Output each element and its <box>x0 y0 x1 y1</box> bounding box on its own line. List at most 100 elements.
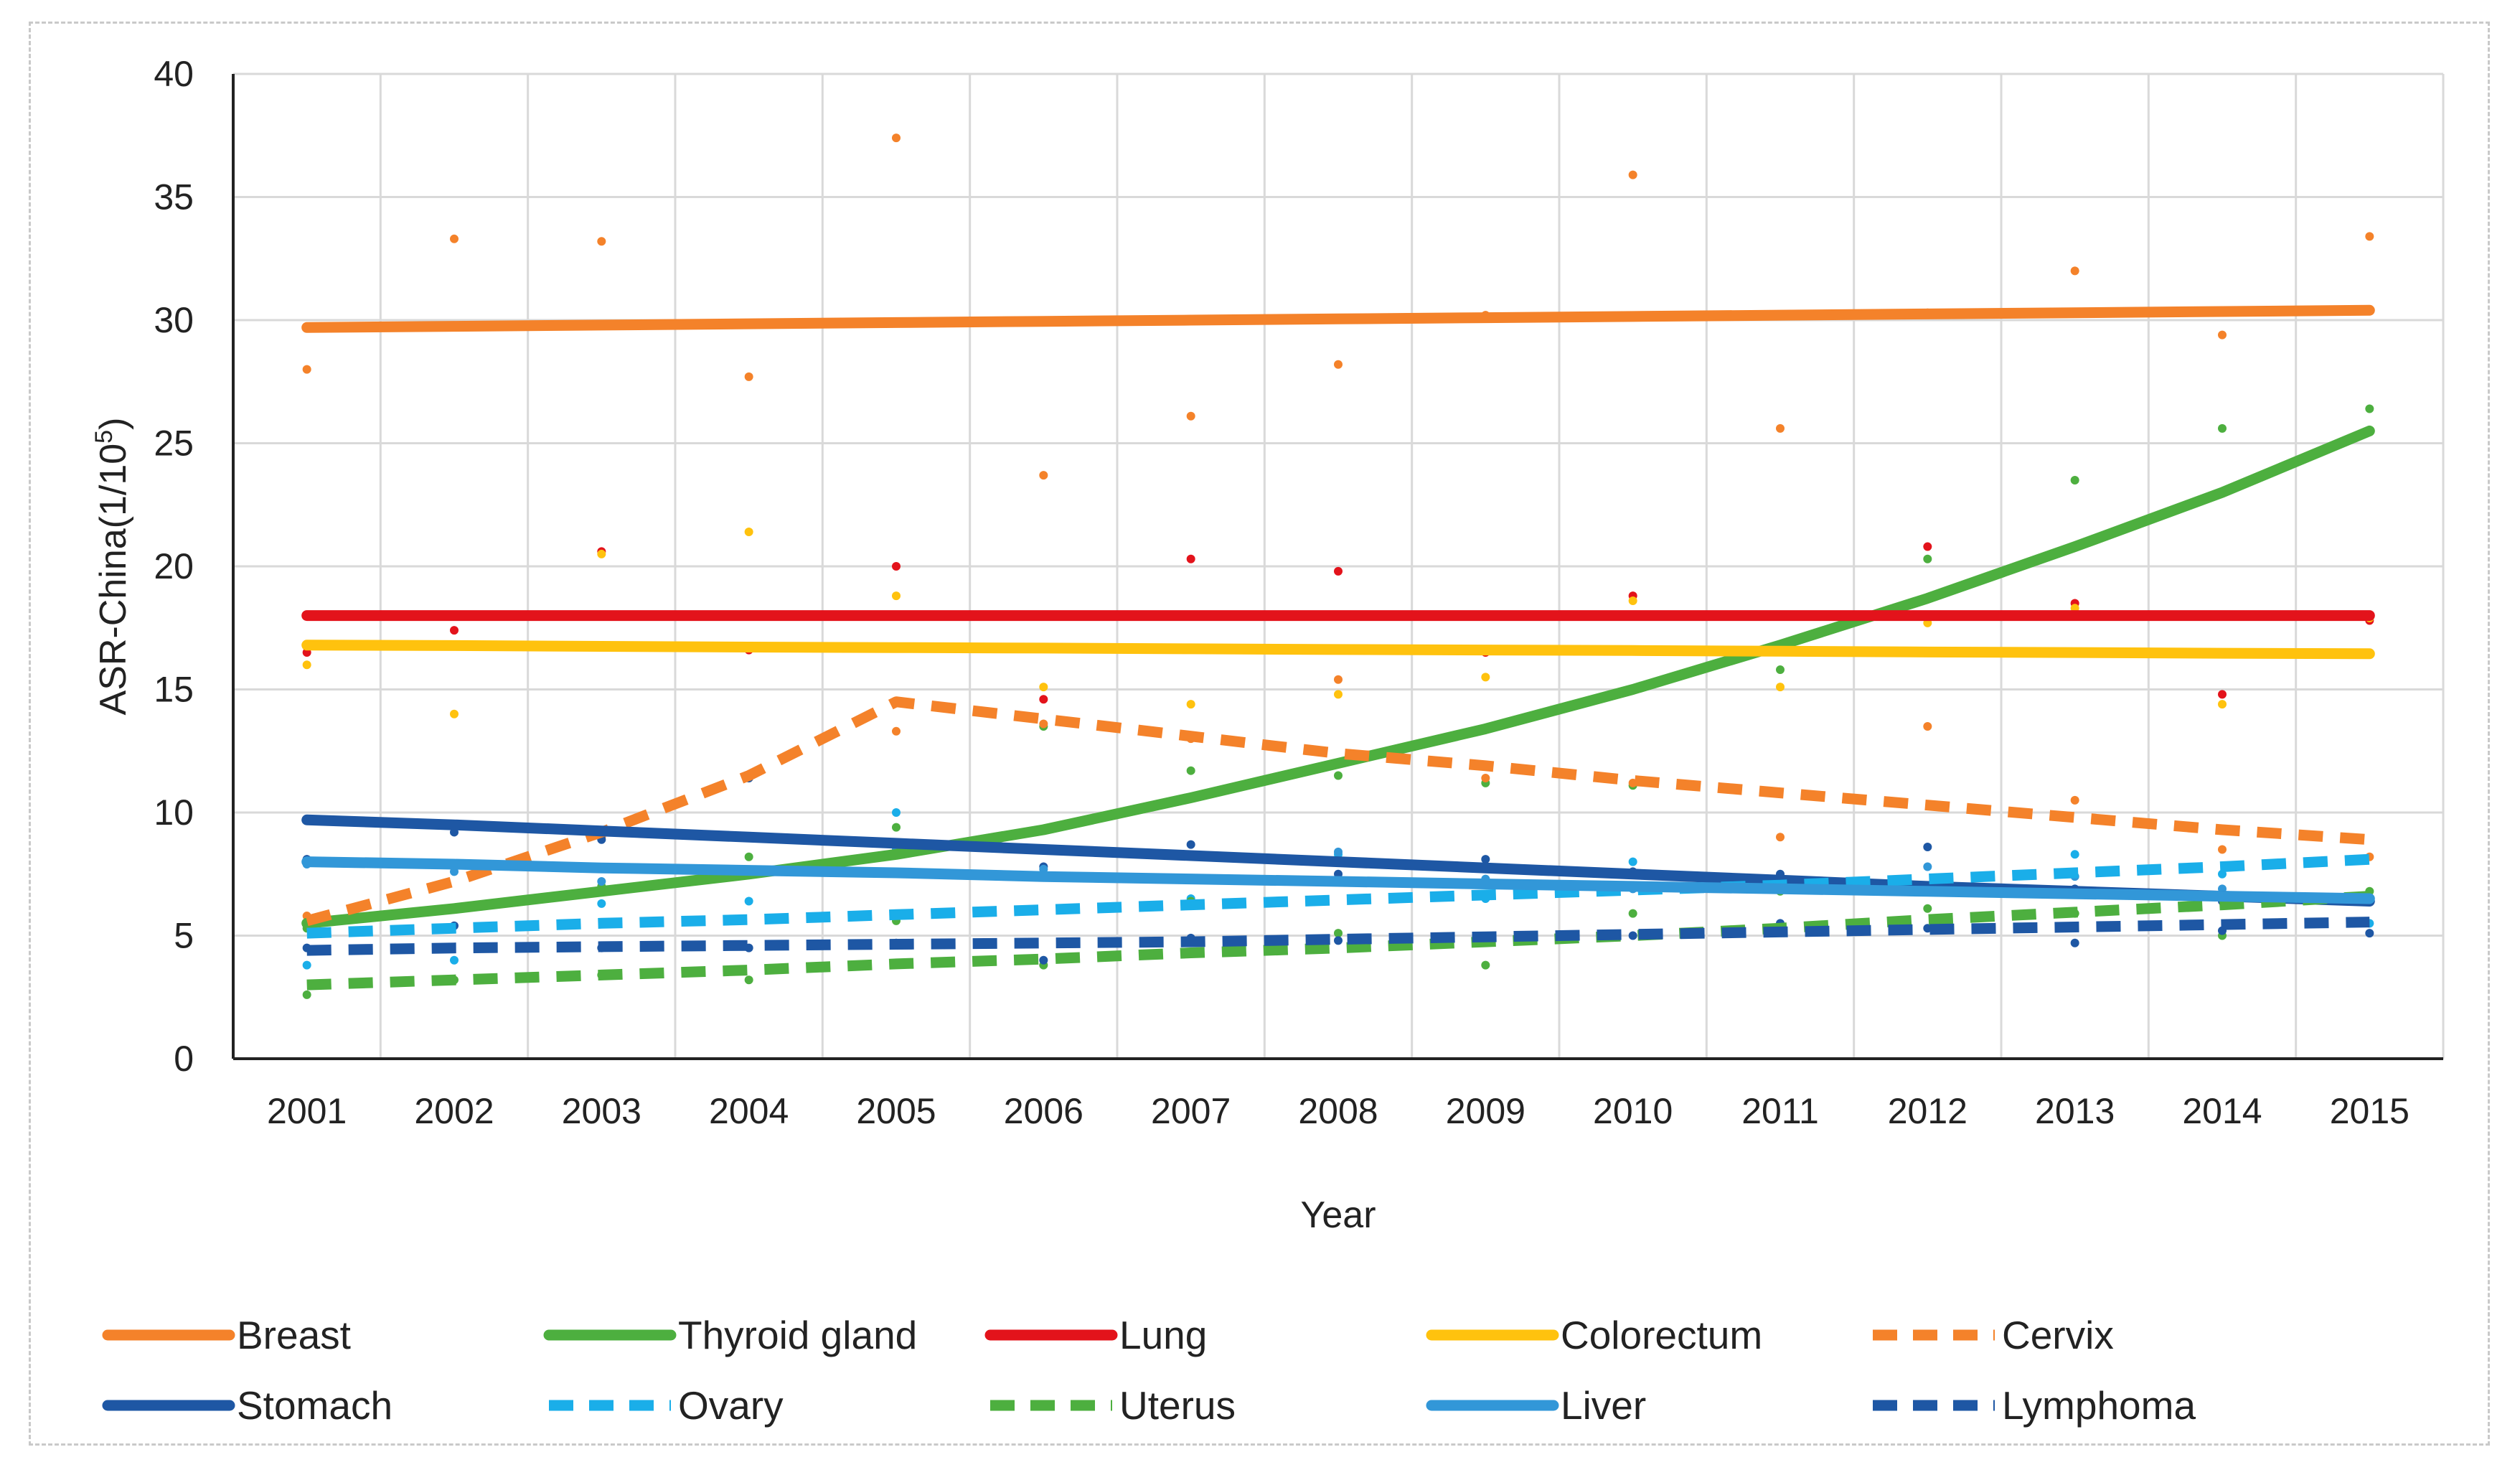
data-point-uterus <box>1334 929 1343 938</box>
y-tick-label: 20 <box>154 546 194 586</box>
data-point-ovary <box>892 808 901 817</box>
data-point-colorectum <box>1039 683 1048 692</box>
data-point-thyroid-gland <box>1186 766 1195 775</box>
y-tick-label: 15 <box>154 670 194 710</box>
y-tick-labels: 0 5 10 15 20 25 30 35 40 <box>154 54 194 1079</box>
data-point-lung <box>2218 690 2227 699</box>
data-point-thyroid-gland <box>1334 771 1343 780</box>
data-point-ovary <box>597 899 606 908</box>
x-tick-label: 2009 <box>1446 1091 1525 1131</box>
x-tick-label: 2003 <box>562 1091 641 1131</box>
data-point-breast <box>892 134 901 143</box>
data-point-lymphoma <box>1334 936 1343 945</box>
data-point-breast <box>597 237 606 246</box>
data-point-colorectum <box>892 591 901 601</box>
data-point-colorectum <box>1481 673 1490 682</box>
data-point-liver <box>1334 847 1343 856</box>
trend-line-colorectum <box>301 640 2375 660</box>
legend-label: Ovary <box>678 1383 784 1428</box>
legend-label: Liver <box>1561 1383 1646 1428</box>
trend-line-lymphoma <box>306 917 2370 956</box>
data-point-colorectum <box>302 660 311 670</box>
data-point-stomach <box>1481 855 1490 864</box>
trend-line-liver <box>301 856 2375 904</box>
x-tick-label: 2007 <box>1151 1091 1231 1131</box>
data-point-thyroid-gland <box>2365 404 2374 413</box>
legend: Breast Thyroid gland Lung Colorectum Cervix S… <box>102 1313 2196 1428</box>
data-point-cervix <box>892 726 901 736</box>
data-point-thyroid-gland <box>1923 554 1932 563</box>
data-point-uterus <box>302 990 311 999</box>
legend-label: Thyroid gland <box>678 1313 917 1357</box>
data-point-cervix <box>2070 795 2079 805</box>
data-point-uterus <box>744 975 753 985</box>
x-tick-label: 2004 <box>709 1091 789 1131</box>
y-tick-label: 40 <box>154 54 194 94</box>
data-point-breast <box>450 234 459 243</box>
data-point-breast <box>1776 423 1785 433</box>
data-point-breast <box>2365 232 2374 241</box>
x-tick-label: 2006 <box>1004 1091 1083 1131</box>
axes <box>232 74 2443 1060</box>
x-tick-label: 2002 <box>414 1091 494 1131</box>
data-point-stomach <box>1186 840 1195 849</box>
y-tick-label: 10 <box>154 792 194 833</box>
data-point-ovary <box>2070 850 2079 859</box>
data-point-lung <box>450 626 459 635</box>
data-point-lymphoma <box>2070 938 2079 947</box>
y-tick-label: 0 <box>174 1039 194 1079</box>
trend-line-thyroid-gland <box>301 425 2375 929</box>
data-point-ovary <box>1628 857 1637 866</box>
data-point-breast <box>744 372 753 381</box>
data-point-colorectum <box>1776 683 1785 692</box>
data-point-breast <box>2070 266 2079 276</box>
data-point-breast <box>1039 471 1048 480</box>
data-point-uterus <box>1923 904 1932 913</box>
data-point-cervix <box>1776 833 1785 842</box>
legend-label: Colorectum <box>1561 1313 1762 1357</box>
trend-line-breast <box>301 304 2375 333</box>
data-point-colorectum <box>1628 596 1637 606</box>
y-tick-label: 35 <box>154 177 194 217</box>
data-point-breast <box>1334 360 1343 369</box>
data-point-thyroid-gland <box>744 852 753 861</box>
data-point-thyroid-gland <box>1776 665 1785 675</box>
data-point-colorectum <box>1334 690 1343 699</box>
trend-line-cervix <box>305 696 2370 927</box>
data-point-stomach <box>1923 843 1932 852</box>
data-point-liver <box>597 877 606 886</box>
x-tick-label: 2005 <box>856 1091 936 1131</box>
y-axis-label: ASR-China(1/105) <box>90 418 134 716</box>
trend-line-uterus <box>306 891 2370 991</box>
y-axis-label-text: ASR-China(1/10 <box>93 444 134 716</box>
data-point-cervix <box>2218 845 2227 854</box>
x-tick-label: 2001 <box>267 1091 347 1131</box>
data-point-lung <box>1334 566 1343 576</box>
x-tick-label: 2010 <box>1593 1091 1673 1131</box>
data-point-breast <box>1186 411 1195 421</box>
data-point-cervix <box>1481 773 1490 782</box>
data-point-lung <box>892 562 901 571</box>
x-tick-label: 2008 <box>1298 1091 1378 1131</box>
y-axis-label-close: ) <box>93 418 134 430</box>
data-point-breast <box>302 365 311 374</box>
data-point-lymphoma <box>1039 955 1048 965</box>
data-point-cervix <box>1334 675 1343 684</box>
x-tick-label: 2015 <box>2330 1091 2409 1131</box>
y-tick-label: 25 <box>154 423 194 464</box>
legend-label: Lung <box>1119 1313 1207 1357</box>
data-point-lung <box>1923 542 1932 551</box>
x-tick-label: 2012 <box>1888 1091 1967 1131</box>
data-point-lymphoma <box>1923 924 1932 933</box>
data-point-cervix <box>1039 719 1048 729</box>
data-point-uterus <box>1628 909 1637 918</box>
data-point-liver <box>1923 862 1932 871</box>
data-point-breast <box>1628 170 1637 179</box>
legend-label: Uterus <box>1119 1383 1236 1428</box>
data-point-colorectum <box>450 709 459 718</box>
data-point-lymphoma <box>1628 931 1637 940</box>
data-point-colorectum <box>1186 700 1195 709</box>
data-point-lymphoma <box>2365 929 2374 938</box>
legend-label: Lymphoma <box>2002 1383 2196 1428</box>
